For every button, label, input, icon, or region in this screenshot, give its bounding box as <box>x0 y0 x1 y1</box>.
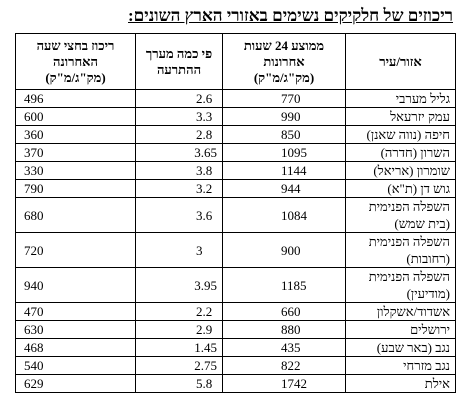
value-cell: 1144 <box>222 161 346 180</box>
value-cell: 1742 <box>222 374 346 393</box>
value-cell: 880 <box>222 320 346 339</box>
region-cell: עמק יזרעאל <box>345 107 456 126</box>
value-cell: 1084 <box>222 197 346 233</box>
region-cell: השפלה הפנימית (רחובות) <box>345 232 456 268</box>
region-cell: שומרון (אריאל) <box>345 161 456 180</box>
value-cell: 630 <box>15 320 136 339</box>
region-cell: אילת <box>345 374 456 393</box>
table-row: אשדוד/אשקלון 660 2.2 470 <box>15 302 456 321</box>
value-cell: 940 <box>15 267 136 303</box>
table-row: גוש דן (ת"א) 944 3.2 790 <box>15 179 456 198</box>
table-row: חיפה (נווה שאנן) 850 2.8 360 <box>15 125 456 144</box>
table-row: השפלה הפנימית (מודיעין) 1185 3.95 940 <box>15 267 456 303</box>
table-row: גליל מערבי 770 2.6 496 <box>15 89 456 108</box>
value-cell: 2.6 <box>135 89 223 108</box>
table-row: עמק יזרעאל 990 3.3 600 <box>15 107 456 126</box>
value-cell: 2.8 <box>135 125 223 144</box>
region-cell: אשדוד/אשקלון <box>345 302 456 321</box>
value-cell: 680 <box>15 197 136 233</box>
value-cell: 2.2 <box>135 302 223 321</box>
header-cell: פי כמה מערך ההתרעה <box>135 33 223 90</box>
value-cell: 2.75 <box>135 356 223 375</box>
value-cell: 5.8 <box>135 374 223 393</box>
value-cell: 1.45 <box>135 338 223 357</box>
table-row: השפלה הפנימית (רחובות) 900 3 720 <box>15 232 456 268</box>
value-cell: 435 <box>222 338 346 357</box>
value-cell: 468 <box>15 338 136 357</box>
table-row: השרון (חדרה) 1095 3.65 370 <box>15 143 456 162</box>
table-row: נגב מזרחי 822 2.75 540 <box>15 356 456 375</box>
value-cell: 3.6 <box>135 197 223 233</box>
value-cell: 330 <box>15 161 136 180</box>
value-cell: 1095 <box>222 143 346 162</box>
table-row: שומרון (אריאל) 1144 3.8 330 <box>15 161 456 180</box>
value-cell: 496 <box>15 89 136 108</box>
value-cell: 540 <box>15 356 136 375</box>
value-cell: 3.65 <box>135 143 223 162</box>
region-cell: ירושלים <box>345 320 456 339</box>
value-cell: 720 <box>15 232 136 268</box>
value-cell: 470 <box>15 302 136 321</box>
region-cell: חיפה (נווה שאנן) <box>345 125 456 144</box>
value-cell: 822 <box>222 356 346 375</box>
value-cell: 600 <box>15 107 136 126</box>
table-row: נגב (באר שבע) 435 1.45 468 <box>15 338 456 357</box>
region-cell: נגב (באר שבע) <box>345 338 456 357</box>
region-cell: גוש דן (ת"א) <box>345 179 456 198</box>
value-cell: 3.95 <box>135 267 223 303</box>
value-cell: 944 <box>222 179 346 198</box>
title: ריכוזים של חלקיקים נשימים באזורי הארץ הש… <box>128 6 453 25</box>
value-cell: 3.3 <box>135 107 223 126</box>
table-body: גליל מערבי 770 2.6 496 עמק יזרעאל 990 3.3 600 חי… <box>15 89 456 393</box>
region-cell: נגב מזרחי <box>345 356 456 375</box>
region-cell: השפלה הפנימית (מודיעין) <box>345 267 456 303</box>
header-row: אזור/עיר ממוצע 24 שעות אחרונות (מק"ג/מ"ק)… <box>15 33 456 90</box>
value-cell: 770 <box>222 89 346 108</box>
particles-table: אזור/עיר ממוצע 24 שעות אחרונות (מק"ג/מ"ק)… <box>15 33 456 393</box>
value-cell: 2.9 <box>135 320 223 339</box>
value-cell: 850 <box>222 125 346 144</box>
table-row: ירושלים 880 2.9 630 <box>15 320 456 339</box>
region-cell: השפלה הפנימית (בית שמש) <box>345 197 456 233</box>
value-cell: 3.2 <box>135 179 223 198</box>
value-cell: 790 <box>15 179 136 198</box>
value-cell: 3.8 <box>135 161 223 180</box>
region-cell: גליל מערבי <box>345 89 456 108</box>
region-cell: השרון (חדרה) <box>345 143 456 162</box>
header-cell: אזור/עיר <box>345 33 456 90</box>
table-row: אילת 1742 5.8 629 <box>15 374 456 393</box>
value-cell: 360 <box>15 125 136 144</box>
value-cell: 1185 <box>222 267 346 303</box>
value-cell: 900 <box>222 232 346 268</box>
value-cell: 3 <box>135 232 223 268</box>
value-cell: 370 <box>15 143 136 162</box>
value-cell: 660 <box>222 302 346 321</box>
value-cell: 990 <box>222 107 346 126</box>
header-cell: ריכוז בחצי שעה האחרונה (מק"ג/מ"ק) <box>15 33 136 90</box>
value-cell: 629 <box>15 374 136 393</box>
header-cell: ממוצע 24 שעות אחרונות (מק"ג/מ"ק) <box>222 33 346 90</box>
table-row: השפלה הפנימית (בית שמש) 1084 3.6 680 <box>15 197 456 233</box>
